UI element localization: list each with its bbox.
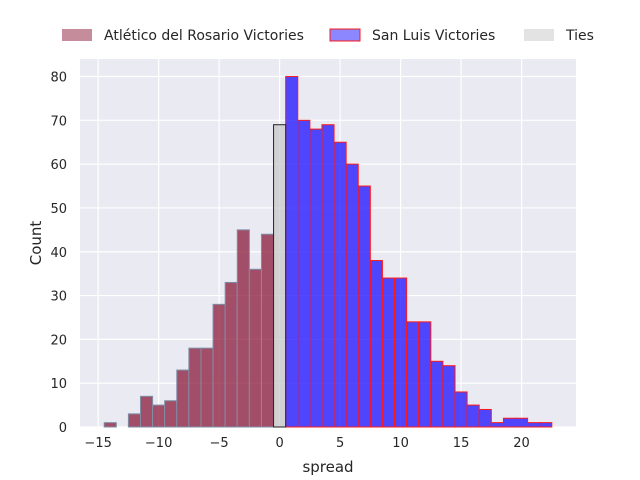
bar-atl-tico-del-rosario-victories <box>236 229 250 428</box>
bar-atl-tico-del-rosario-victories <box>152 404 166 428</box>
y-tick-label: 40 <box>50 246 67 261</box>
bar-san-luis-victories <box>345 163 359 428</box>
bar-san-luis-victories <box>333 141 347 428</box>
bar-atl-tico-del-rosario-victories <box>248 268 262 428</box>
y-tick-label: 10 <box>50 377 67 392</box>
legend-swatch-atl-tico-del-rosario-victories <box>62 29 92 41</box>
bar-san-luis-victories <box>369 260 383 428</box>
bar-atl-tico-del-rosario-victories <box>139 395 154 428</box>
x-tick-labels: −15 −10 −5 0 5 10 15 20 <box>84 436 529 451</box>
bar-atl-tico-del-rosario-victories <box>212 303 226 428</box>
bar-san-luis-victories <box>478 408 492 428</box>
bar-san-luis-victories <box>406 321 420 428</box>
bar-atl-tico-del-rosario-victories <box>224 281 238 428</box>
bar-san-luis-victories <box>527 422 541 428</box>
y-tick-label: 30 <box>50 290 67 305</box>
x-tick-label: 15 <box>453 436 470 451</box>
x-tick-label: −5 <box>210 436 229 451</box>
bar-atl-tico-del-rosario-victories <box>127 413 141 428</box>
y-tick-label: 80 <box>50 71 67 86</box>
x-tick-label: 0 <box>275 436 283 451</box>
y-tick-label: 0 <box>59 421 67 436</box>
x-tick-label: 5 <box>336 436 344 451</box>
bar-san-luis-victories <box>285 76 299 428</box>
legend: Atlético del Rosario Victories San Luis V… <box>62 28 594 44</box>
bar-atl-tico-del-rosario-victories <box>188 347 202 428</box>
plot-area <box>80 59 576 428</box>
bar-san-luis-victories <box>430 360 444 428</box>
bar-san-luis-victories <box>502 417 517 428</box>
legend-swatch-ties <box>524 29 554 41</box>
bar-san-luis-victories <box>539 422 553 428</box>
bar-atl-tico-del-rosario-victories <box>176 369 190 428</box>
y-tick-label: 50 <box>50 202 67 217</box>
bar-san-luis-victories <box>442 365 456 428</box>
y-tick-label: 70 <box>50 114 67 129</box>
x-axis-label: spread <box>302 458 353 476</box>
bar-san-luis-victories <box>297 119 311 428</box>
bar-san-luis-victories <box>515 417 529 428</box>
x-tick-label: 20 <box>513 436 530 451</box>
bar-atl-tico-del-rosario-victories <box>260 233 275 428</box>
y-tick-label: 60 <box>50 158 67 173</box>
y-tick-labels: 0 10 20 30 40 50 60 70 80 <box>50 71 67 436</box>
bar-san-luis-victories <box>321 124 335 428</box>
x-tick-label: 10 <box>392 436 409 451</box>
bar-san-luis-victories <box>490 422 504 428</box>
bar-san-luis-victories <box>394 277 408 428</box>
bar-ties <box>273 124 287 428</box>
y-axis-label: Count <box>27 221 45 266</box>
legend-swatch-san-luis-victories <box>329 28 361 42</box>
bar-atl-tico-del-rosario-victories <box>103 422 117 428</box>
legend-label-san-luis-victories: San Luis Victories <box>372 28 495 44</box>
x-tick-label: −15 <box>84 436 111 451</box>
bars <box>103 76 553 428</box>
x-tick-label: −10 <box>145 436 172 451</box>
bar-san-luis-victories <box>418 321 432 428</box>
bar-san-luis-victories <box>454 391 468 428</box>
bar-atl-tico-del-rosario-victories <box>164 400 178 428</box>
bar-san-luis-victories <box>357 185 371 428</box>
legend-label-ties: Ties <box>565 28 594 44</box>
bar-san-luis-victories <box>466 404 480 428</box>
y-tick-label: 20 <box>50 333 67 348</box>
bar-atl-tico-del-rosario-victories <box>200 347 214 428</box>
bar-san-luis-victories <box>309 128 323 428</box>
bar-san-luis-victories <box>381 277 396 428</box>
legend-label-atl-tico-del-rosario-victories: Atlético del Rosario Victories <box>104 28 304 44</box>
